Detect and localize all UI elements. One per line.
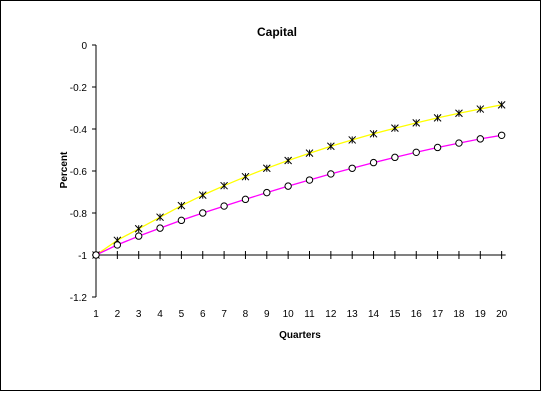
- y-tick-label: -0.6: [70, 167, 88, 178]
- series-2-point: [369, 158, 378, 167]
- series-1-point: [156, 213, 164, 222]
- x-tick-label: 12: [325, 309, 337, 320]
- x-tick-label: 14: [368, 309, 380, 320]
- series-1-point: [220, 181, 228, 190]
- y-tick-label: -1: [78, 251, 87, 262]
- series-2-point: [327, 170, 335, 178]
- series-2-point: [263, 188, 271, 197]
- x-tick-label: 11: [304, 309, 315, 320]
- series-2-point: [241, 195, 250, 204]
- series-2-point: [348, 164, 356, 172]
- series-1-point: [241, 172, 250, 181]
- series-2-point: [412, 148, 420, 157]
- series-2-point: [305, 176, 314, 184]
- x-tick-label: 10: [283, 309, 295, 320]
- x-tick-label: 19: [475, 309, 487, 320]
- y-tick-label: 0: [81, 41, 87, 52]
- series-1-point: [369, 129, 378, 138]
- axes-group: 0-0.2-0.4-0.6-0.8-1-1.21 2 3 4 5 6 7 8 9 10 11 12 13…: [70, 41, 508, 320]
- series-2-point: [113, 241, 122, 249]
- series-2-point: [92, 251, 100, 259]
- series-1-point: [284, 156, 293, 165]
- series-2-point: [433, 143, 442, 152]
- y-tick-label: -1.2: [70, 293, 88, 304]
- x-tick-label: 20: [496, 309, 508, 320]
- y-axis-label: Percent: [59, 151, 70, 188]
- x-tick-label: 8: [243, 309, 249, 320]
- series-1-point: [391, 124, 399, 133]
- series-2-point: [199, 209, 207, 217]
- x-tick-label: 7: [221, 309, 227, 320]
- series-1-point: [433, 114, 442, 122]
- x-tick-label: 9: [264, 309, 270, 320]
- series-2-point: [391, 153, 399, 162]
- series-2-point: [476, 135, 484, 143]
- series-1-point: [326, 142, 335, 151]
- series-2-point: [497, 131, 506, 140]
- y-tick-label: -0.2: [70, 83, 88, 94]
- x-tick-label: 18: [453, 309, 465, 320]
- x-axis-label: Quarters: [279, 330, 321, 341]
- series-1-point: [134, 224, 143, 233]
- x-tick-label: 1: [93, 309, 99, 320]
- x-tick-label: 13: [347, 309, 359, 320]
- series-2-point: [177, 216, 186, 225]
- series-1-point: [412, 119, 421, 127]
- x-tick-label: 16: [411, 309, 423, 320]
- series-1-point: [476, 105, 485, 113]
- x-tick-label: 4: [157, 309, 163, 320]
- series-1-point: [348, 136, 357, 144]
- series-1-point: [497, 100, 506, 109]
- series-2-line: [95, 134, 502, 256]
- x-tick-label: 15: [389, 309, 401, 320]
- series-1-point: [305, 149, 314, 158]
- chart-title: Capital: [257, 25, 297, 39]
- series-2-point: [156, 224, 164, 232]
- series-2-point: [135, 232, 143, 240]
- y-tick-label: -0.8: [70, 209, 88, 220]
- series-1-point: [262, 164, 271, 173]
- y-tick-label: -0.4: [70, 125, 88, 136]
- x-tick-label: 5: [179, 309, 185, 320]
- series-1-point: [198, 191, 207, 200]
- series-2-point: [220, 202, 228, 210]
- series-group: [92, 100, 506, 259]
- series-1-point: [177, 201, 186, 210]
- x-tick-label: 2: [115, 309, 121, 320]
- x-tick-label: 17: [432, 309, 444, 320]
- series-1-line: [95, 104, 502, 256]
- series-1-point: [455, 109, 463, 118]
- x-tick-label: 3: [136, 309, 142, 320]
- series-2-point: [455, 139, 463, 147]
- series-2-point: [284, 182, 292, 190]
- x-tick-label: 6: [200, 309, 206, 320]
